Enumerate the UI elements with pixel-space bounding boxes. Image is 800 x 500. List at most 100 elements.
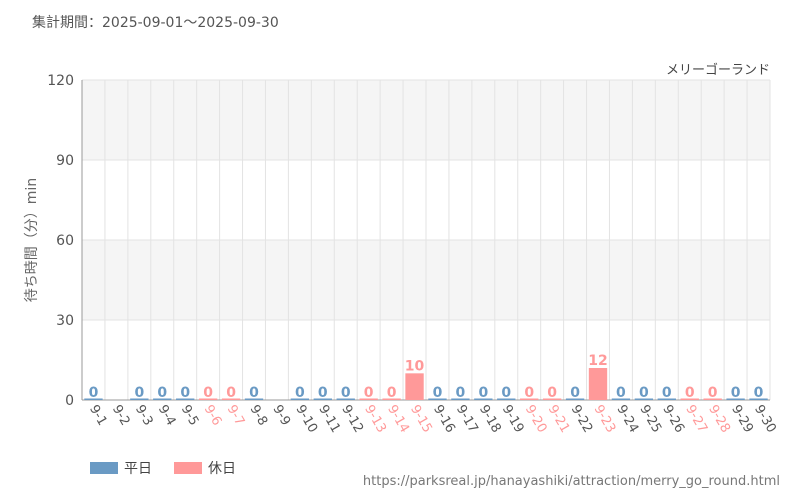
bar (428, 398, 447, 400)
x-tick-label: 9-10 (292, 403, 320, 436)
data-label: 0 (226, 385, 236, 401)
data-label: 0 (318, 385, 328, 401)
data-label: 0 (364, 385, 374, 401)
bar (359, 398, 378, 400)
bar (130, 398, 149, 400)
data-label: 0 (685, 385, 695, 401)
bar (290, 398, 310, 400)
data-label: 0 (731, 385, 741, 401)
bar (657, 398, 676, 400)
x-tick-label: 9-24 (613, 403, 641, 436)
y-tick-labels: 0 30 60 90 120 (47, 73, 74, 409)
x-tick-label: 9-23 (591, 403, 619, 436)
chart-title: メリーゴーランド (666, 62, 770, 78)
data-label: 0 (456, 385, 466, 401)
x-tick-label: 9-14 (384, 403, 412, 436)
data-label: 0 (616, 385, 626, 401)
x-tick-labels: 9-1 9-2 9-3 9-4 9-5 9-6 9-7 9-8 9-9 9-109-119-129… (86, 403, 779, 436)
x-tick-label: 9-11 (315, 403, 343, 436)
data-label: 0 (157, 385, 167, 401)
bar (313, 398, 332, 400)
legend-item-holiday: 休日 (174, 458, 236, 478)
x-tick-label: 9-2 (109, 403, 133, 429)
y-tick-label: 120 (47, 73, 74, 89)
bar (336, 398, 355, 400)
data-label: 0 (295, 385, 305, 401)
bar (565, 398, 585, 400)
data-label: 0 (249, 385, 259, 401)
x-tick-label: 9-1 (86, 403, 110, 429)
legend-label-holiday: 休日 (208, 461, 236, 477)
x-tick-label: 9-25 (636, 403, 664, 436)
bar (703, 398, 722, 400)
x-tick-label: 9-6 (201, 403, 225, 429)
data-label: 0 (501, 385, 511, 401)
x-tick-label: 9-30 (751, 403, 779, 436)
legend-swatch-holiday (174, 462, 202, 474)
x-tick-label: 9-4 (155, 403, 179, 429)
x-tick-label: 9-18 (476, 403, 504, 436)
bar (84, 398, 103, 400)
data-label: 0 (341, 385, 351, 401)
bar (382, 398, 401, 400)
data-label: 0 (433, 385, 443, 401)
data-label: 0 (662, 385, 672, 401)
bar (588, 368, 608, 400)
data-label: 0 (180, 385, 190, 401)
data-label: 0 (387, 385, 397, 401)
x-tick-label: 9-16 (430, 403, 458, 436)
legend: 平日 休日 (90, 458, 258, 478)
axes (81, 80, 770, 401)
data-label: 0 (639, 385, 649, 401)
data-label: 12 (588, 353, 607, 369)
x-tick-label: 9-8 (247, 403, 271, 429)
collection-period: 集計期間：2025-09-01～2025-09-30 (32, 15, 279, 31)
data-label: 0 (547, 385, 557, 401)
x-tick-label: 9-19 (499, 403, 527, 436)
x-tick-label: 9-22 (568, 403, 596, 436)
bar (749, 398, 768, 400)
x-tick-label: 9-17 (453, 403, 481, 436)
data-label: 0 (570, 385, 580, 401)
y-tick-label: 0 (65, 393, 74, 409)
data-label: 0 (754, 385, 764, 401)
y-tick-label: 30 (56, 313, 74, 329)
data-label: 0 (478, 385, 488, 401)
bar (176, 398, 195, 400)
data-label: 0 (134, 385, 144, 401)
data-label: 0 (708, 385, 718, 401)
source-url: https://parksreal.jp/hanayashiki/attract… (362, 474, 780, 489)
x-tick-label: 9-27 (682, 403, 710, 436)
y-tick-label: 90 (56, 153, 74, 169)
bar (221, 398, 241, 400)
legend-swatch-weekday (90, 462, 118, 474)
bar (542, 398, 562, 400)
bar (520, 398, 539, 400)
legend-item-weekday: 平日 (90, 458, 152, 478)
bar (726, 398, 745, 400)
x-tick-label: 9-13 (361, 403, 389, 436)
bar (244, 398, 264, 400)
x-tick-label: 9-7 (224, 403, 248, 429)
x-tick-label: 9-29 (728, 403, 756, 436)
x-tick-label: 9-3 (132, 403, 156, 429)
x-tick-label: 9-12 (338, 403, 366, 436)
bar (198, 398, 218, 400)
y-axis-label: 待ち時間（分）min (24, 178, 40, 302)
bar (451, 398, 470, 400)
bar (474, 398, 493, 400)
bar (634, 398, 654, 400)
bar (611, 398, 631, 400)
data-label: 0 (89, 385, 99, 401)
bar (405, 373, 424, 400)
x-tick-label: 9-21 (545, 403, 573, 436)
bars (84, 368, 768, 400)
data-label: 10 (405, 358, 425, 374)
x-tick-label: 9-26 (659, 403, 687, 436)
x-tick-label: 9-9 (269, 403, 293, 429)
x-tick-label: 9-15 (407, 403, 435, 436)
x-tick-label: 9-20 (522, 403, 550, 436)
x-tick-label: 9-28 (705, 403, 733, 436)
